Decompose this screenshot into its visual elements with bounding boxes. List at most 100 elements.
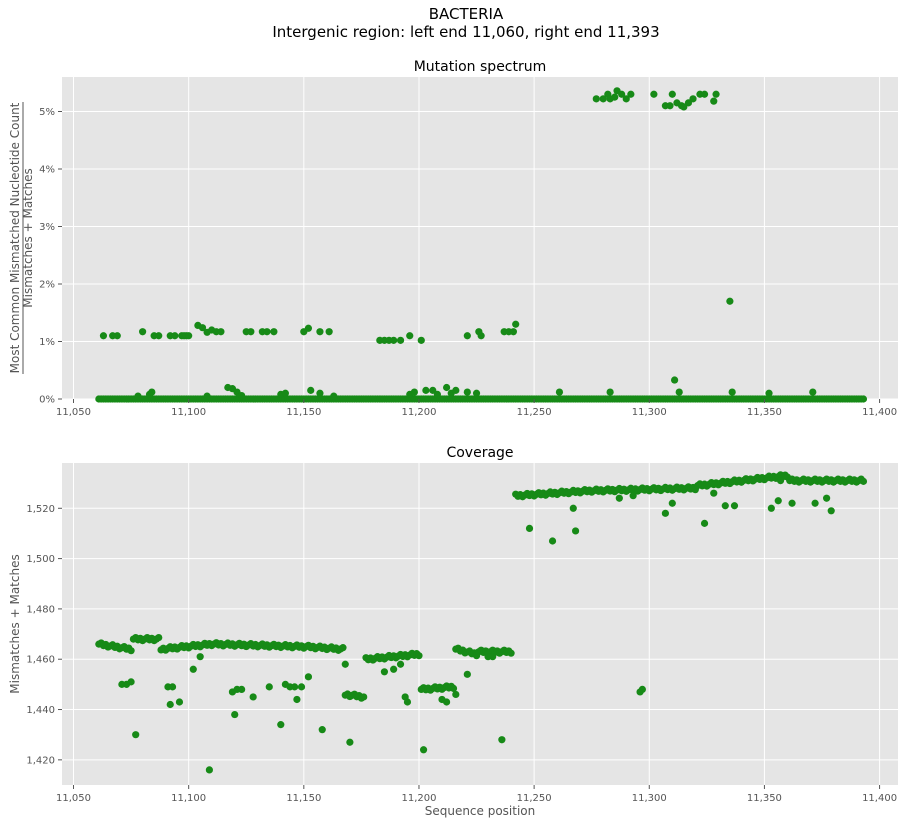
data-point (571, 527, 580, 535)
x-tick-label: 11,100 (171, 407, 206, 418)
y-tick-label: 1,480 (26, 604, 55, 615)
data-point (238, 685, 246, 694)
data-point (291, 683, 299, 691)
data-point (606, 388, 614, 396)
data-point (304, 324, 313, 332)
coverage-plot-area (62, 463, 898, 785)
x-tick-label: 11,350 (747, 793, 782, 804)
data-point (155, 633, 163, 642)
data-point (512, 320, 520, 328)
figure-subtitle: Intergenic region: left end 11,060, righ… (272, 23, 659, 41)
data-point (247, 328, 255, 336)
data-point (419, 746, 428, 754)
data-point (443, 383, 451, 392)
y-tick-label: 0% (39, 395, 55, 406)
data-point (700, 90, 709, 98)
data-point (346, 738, 354, 746)
data-point (472, 389, 481, 397)
data-point (463, 670, 471, 678)
data-point (463, 332, 471, 340)
data-point (859, 477, 868, 485)
data-point (339, 644, 347, 652)
y-tick-label: 1,460 (26, 655, 55, 666)
data-point (525, 524, 534, 533)
data-point (710, 489, 718, 497)
mutation-spectrum-plot-area (62, 77, 898, 399)
data-point (304, 673, 313, 681)
x-tick-label: 11,300 (632, 793, 667, 804)
data-point (203, 392, 211, 400)
data-point (627, 90, 635, 98)
data-point (205, 766, 213, 774)
data-point (776, 477, 785, 485)
mutation-spectrum-points (95, 87, 868, 403)
data-point (615, 494, 623, 502)
data-point (452, 690, 460, 699)
data-point (569, 504, 577, 512)
data-point (134, 392, 142, 400)
data-point (139, 328, 147, 336)
data-point (811, 499, 819, 507)
data-point (599, 95, 607, 103)
data-point (498, 736, 506, 744)
data-point (661, 509, 669, 517)
data-point (788, 499, 796, 507)
x-tick-label: 11,400 (862, 407, 897, 418)
data-point (189, 665, 197, 673)
data-point (148, 388, 156, 396)
data-point (638, 685, 646, 694)
y-tick-label: 4% (39, 165, 55, 176)
coverage-points (95, 471, 868, 774)
data-point (611, 93, 619, 101)
data-point (217, 328, 225, 336)
data-point (196, 653, 204, 661)
data-point (417, 336, 425, 344)
data-point (477, 332, 485, 340)
x-tick-label: 11,100 (171, 793, 206, 804)
y-tick-label: 1,420 (26, 755, 55, 766)
x-tick-label: 11,250 (517, 793, 552, 804)
data-point (281, 389, 289, 397)
data-point (629, 492, 637, 500)
y-tick-label: 1% (39, 337, 55, 348)
data-point (198, 324, 207, 332)
data-point (175, 698, 184, 706)
x-tick-label: 11,200 (401, 793, 436, 804)
figure-title: BACTERIA (429, 5, 504, 23)
mutation-spectrum-title: Mutation spectrum (414, 59, 547, 75)
data-point (463, 388, 471, 396)
x-tick-label: 11,150 (286, 793, 321, 804)
data-point (489, 653, 497, 661)
data-point (325, 328, 333, 336)
data-point (666, 102, 674, 110)
mutation-spectrum-ylabel-denominator: Mismatches + Matches (21, 168, 35, 307)
data-point (403, 698, 412, 706)
data-point (293, 695, 301, 704)
data-point (113, 332, 121, 340)
data-point (127, 647, 135, 655)
data-point (265, 683, 273, 691)
data-point (774, 497, 782, 505)
data-point (668, 499, 676, 507)
y-tick-label: 1,520 (26, 504, 55, 515)
mutation-spectrum-y-ticks: 0% 1% 2% 3% 4% 5% (39, 107, 62, 406)
y-tick-label: 3% (39, 222, 55, 233)
data-point (689, 95, 697, 103)
x-tick-label: 11,050 (56, 407, 91, 418)
mutation-spectrum-x-ticks: 11,050 11,100 11,150 11,200 11,250 11,300 11,3… (56, 399, 897, 418)
data-point (396, 336, 405, 344)
data-point (231, 710, 239, 719)
data-point (249, 693, 257, 701)
data-point (316, 389, 324, 397)
data-point (721, 502, 729, 510)
data-point (390, 336, 398, 344)
data-point (507, 649, 515, 657)
mutation-spectrum-panel: 11,050 11,100 11,150 11,200 11,250 11,300 11,3… (8, 59, 898, 418)
data-point (410, 388, 418, 396)
y-tick-label: 2% (39, 280, 55, 291)
data-point (132, 731, 140, 739)
data-point (330, 392, 338, 400)
data-point (422, 386, 430, 394)
coverage-grid (62, 463, 898, 785)
data-point (166, 700, 174, 709)
